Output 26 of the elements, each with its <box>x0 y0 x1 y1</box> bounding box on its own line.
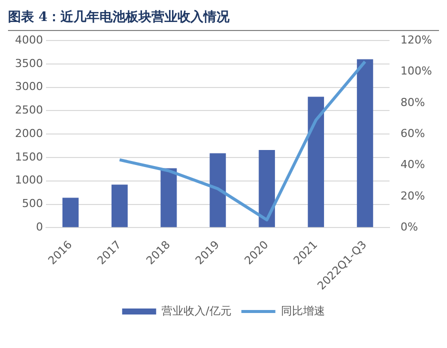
y-tick-label: 0 <box>36 220 43 234</box>
bar <box>112 184 128 228</box>
bar <box>160 168 177 228</box>
y2-tick-label: 60% <box>400 126 426 140</box>
y2-tick-label: 120% <box>400 33 432 46</box>
y2-tick-label: 40% <box>400 158 426 172</box>
y-tick-label: 500 <box>22 197 43 210</box>
y-tick-label: 1000 <box>14 174 43 187</box>
bar <box>356 59 374 228</box>
y-tick-label: 3500 <box>14 56 43 70</box>
bar <box>258 150 275 228</box>
y-tick-label: 4000 <box>14 33 43 46</box>
bar <box>210 153 226 228</box>
y-tick-label: 2000 <box>14 126 43 140</box>
y-tick-label: 3000 <box>14 80 43 94</box>
chart-title: 图表 4：近几年电池板块营业收入情况 <box>8 8 439 31</box>
y2-tick-label: 100% <box>400 64 432 78</box>
legend-label: 营业收入/亿元 <box>162 304 232 318</box>
bar <box>308 96 324 228</box>
y-tick-label: 2500 <box>14 104 43 117</box>
bar <box>62 198 79 228</box>
legend-label: 同比增速 <box>280 304 325 318</box>
y-tick-label: 1500 <box>14 150 43 164</box>
y2-tick-label: 0% <box>400 220 418 234</box>
y2-tick-label: 80% <box>400 96 426 109</box>
y2-tick-label: 20% <box>400 189 426 202</box>
